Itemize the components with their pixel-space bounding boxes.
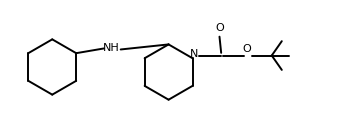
Text: NH: NH (103, 43, 120, 53)
Text: O: O (242, 44, 251, 54)
Text: O: O (215, 23, 224, 33)
Text: N: N (190, 49, 199, 59)
